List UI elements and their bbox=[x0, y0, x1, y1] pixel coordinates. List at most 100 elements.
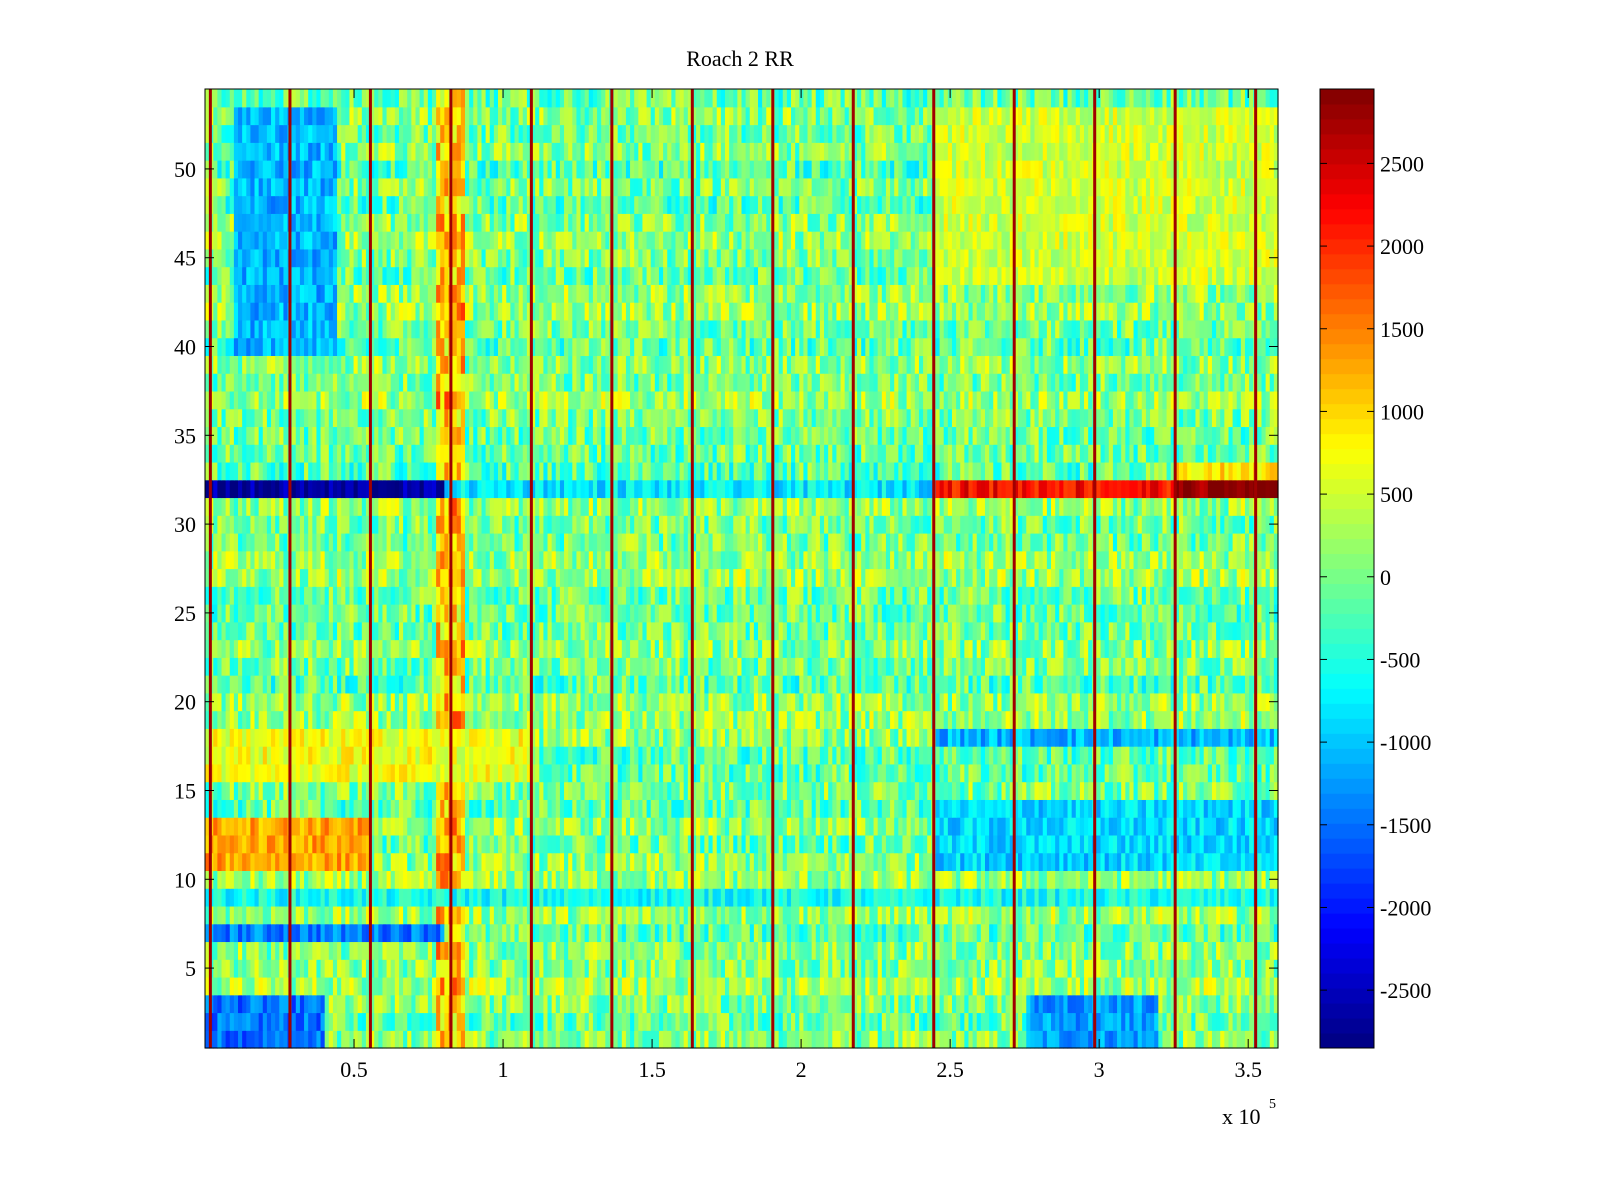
heatmap-cell bbox=[1001, 994, 1007, 1014]
heatmap-cell bbox=[246, 941, 251, 960]
heatmap-cell bbox=[890, 870, 895, 889]
heatmap-cell bbox=[737, 1030, 743, 1049]
heatmap-cell bbox=[605, 905, 611, 925]
heatmap-cell bbox=[588, 959, 594, 978]
heatmap-cell bbox=[1137, 834, 1143, 854]
heatmap-cell bbox=[316, 763, 322, 783]
heatmap-cell bbox=[308, 959, 313, 978]
heatmap-cell bbox=[762, 1030, 767, 1049]
heatmap-cell bbox=[836, 728, 842, 747]
heatmap-cell bbox=[861, 905, 866, 925]
heatmap-cell bbox=[254, 710, 260, 729]
heatmap-cell bbox=[844, 763, 850, 783]
heatmap-cell bbox=[1104, 870, 1110, 889]
heatmap-cell bbox=[390, 923, 396, 943]
heatmap-cell bbox=[526, 852, 532, 872]
heatmap-cell bbox=[675, 905, 681, 925]
heatmap-cell bbox=[898, 994, 904, 1014]
heatmap-cell bbox=[1191, 852, 1197, 872]
heatmap-cell bbox=[1141, 781, 1147, 800]
heatmap-cell bbox=[1244, 799, 1250, 818]
heatmap-cell bbox=[1207, 763, 1213, 783]
heatmap-cell bbox=[923, 834, 928, 854]
heatmap-cell bbox=[766, 746, 771, 765]
heatmap-cell bbox=[382, 976, 388, 996]
heatmap-cell bbox=[1075, 941, 1081, 960]
heatmap-cell bbox=[828, 710, 833, 729]
heatmap-cell bbox=[555, 781, 561, 800]
heatmap-cell bbox=[390, 852, 396, 872]
heatmap-cell bbox=[786, 941, 792, 960]
heatmap-cell bbox=[572, 976, 578, 996]
heatmap-cell bbox=[956, 781, 961, 800]
heatmap-cell bbox=[469, 905, 474, 925]
heatmap-cell bbox=[205, 888, 210, 907]
heatmap-cell bbox=[444, 834, 450, 854]
heatmap-cell bbox=[766, 763, 771, 783]
heatmap-cell bbox=[824, 746, 829, 765]
heatmap-cell bbox=[1009, 746, 1015, 765]
heatmap-cell bbox=[1079, 781, 1085, 800]
heatmap-cell bbox=[737, 799, 743, 818]
heatmap-cell bbox=[225, 728, 231, 747]
heatmap-cell bbox=[630, 817, 635, 836]
heatmap-cell bbox=[1121, 994, 1126, 1014]
heatmap-cell bbox=[1125, 728, 1131, 747]
heatmap-cell bbox=[1240, 941, 1246, 960]
heatmap-cell bbox=[972, 888, 978, 907]
heatmap-cell bbox=[642, 728, 648, 747]
heatmap-cell bbox=[885, 834, 891, 854]
heatmap-cell bbox=[378, 888, 384, 907]
heatmap-cell bbox=[642, 959, 648, 978]
heatmap-cell bbox=[989, 923, 994, 943]
heatmap-cell bbox=[1199, 799, 1205, 818]
heatmap-cell bbox=[733, 976, 738, 996]
heatmap-cell bbox=[696, 781, 701, 800]
heatmap-cell bbox=[440, 1012, 445, 1031]
heatmap-cell bbox=[778, 799, 784, 818]
heatmap-cell bbox=[498, 941, 503, 960]
heatmap-cell bbox=[576, 923, 582, 943]
heatmap-cell bbox=[1108, 710, 1114, 729]
heatmap-cell bbox=[799, 781, 805, 800]
heatmap-cell bbox=[473, 763, 478, 783]
heatmap-cell bbox=[749, 1012, 755, 1031]
heatmap-cell bbox=[621, 870, 627, 889]
heatmap-cell bbox=[312, 781, 318, 800]
heatmap-cell bbox=[1067, 817, 1073, 836]
heatmap-cell bbox=[386, 852, 392, 872]
heatmap-cell bbox=[791, 1030, 796, 1049]
heatmap-cell bbox=[493, 923, 499, 943]
heatmap-cell bbox=[485, 959, 491, 978]
heatmap-cell bbox=[1079, 834, 1085, 854]
heatmap-cell bbox=[1257, 959, 1263, 978]
heatmap-cell bbox=[246, 959, 251, 978]
heatmap-cell bbox=[873, 905, 879, 925]
heatmap-cell bbox=[1079, 976, 1085, 996]
heatmap-cell bbox=[803, 905, 809, 925]
heatmap-cell bbox=[1096, 763, 1102, 783]
heatmap-cell bbox=[786, 710, 792, 729]
heatmap-cell bbox=[1100, 905, 1106, 925]
heatmap-cell bbox=[1187, 976, 1192, 996]
heatmap-cell bbox=[337, 994, 342, 1014]
heatmap-cell bbox=[691, 799, 697, 818]
heatmap-cell bbox=[935, 746, 941, 765]
heatmap-cell bbox=[914, 852, 920, 872]
heatmap-cell bbox=[440, 923, 445, 943]
heatmap-cell bbox=[774, 888, 780, 907]
heatmap-cell bbox=[415, 763, 421, 783]
heatmap-cell bbox=[1199, 976, 1205, 996]
heatmap-cell bbox=[1018, 746, 1023, 765]
heatmap-cell bbox=[411, 763, 417, 783]
heatmap-cell bbox=[1079, 905, 1085, 925]
heatmap-cell bbox=[271, 852, 276, 872]
heatmap-cell bbox=[386, 728, 392, 747]
heatmap-cell bbox=[1232, 1012, 1238, 1031]
heatmap-cell bbox=[745, 781, 751, 800]
heatmap-cell bbox=[671, 994, 677, 1014]
heatmap-cell bbox=[1079, 888, 1085, 907]
heatmap-cell bbox=[456, 976, 462, 996]
heatmap-cell bbox=[386, 692, 392, 712]
heatmap-cell bbox=[696, 834, 701, 854]
